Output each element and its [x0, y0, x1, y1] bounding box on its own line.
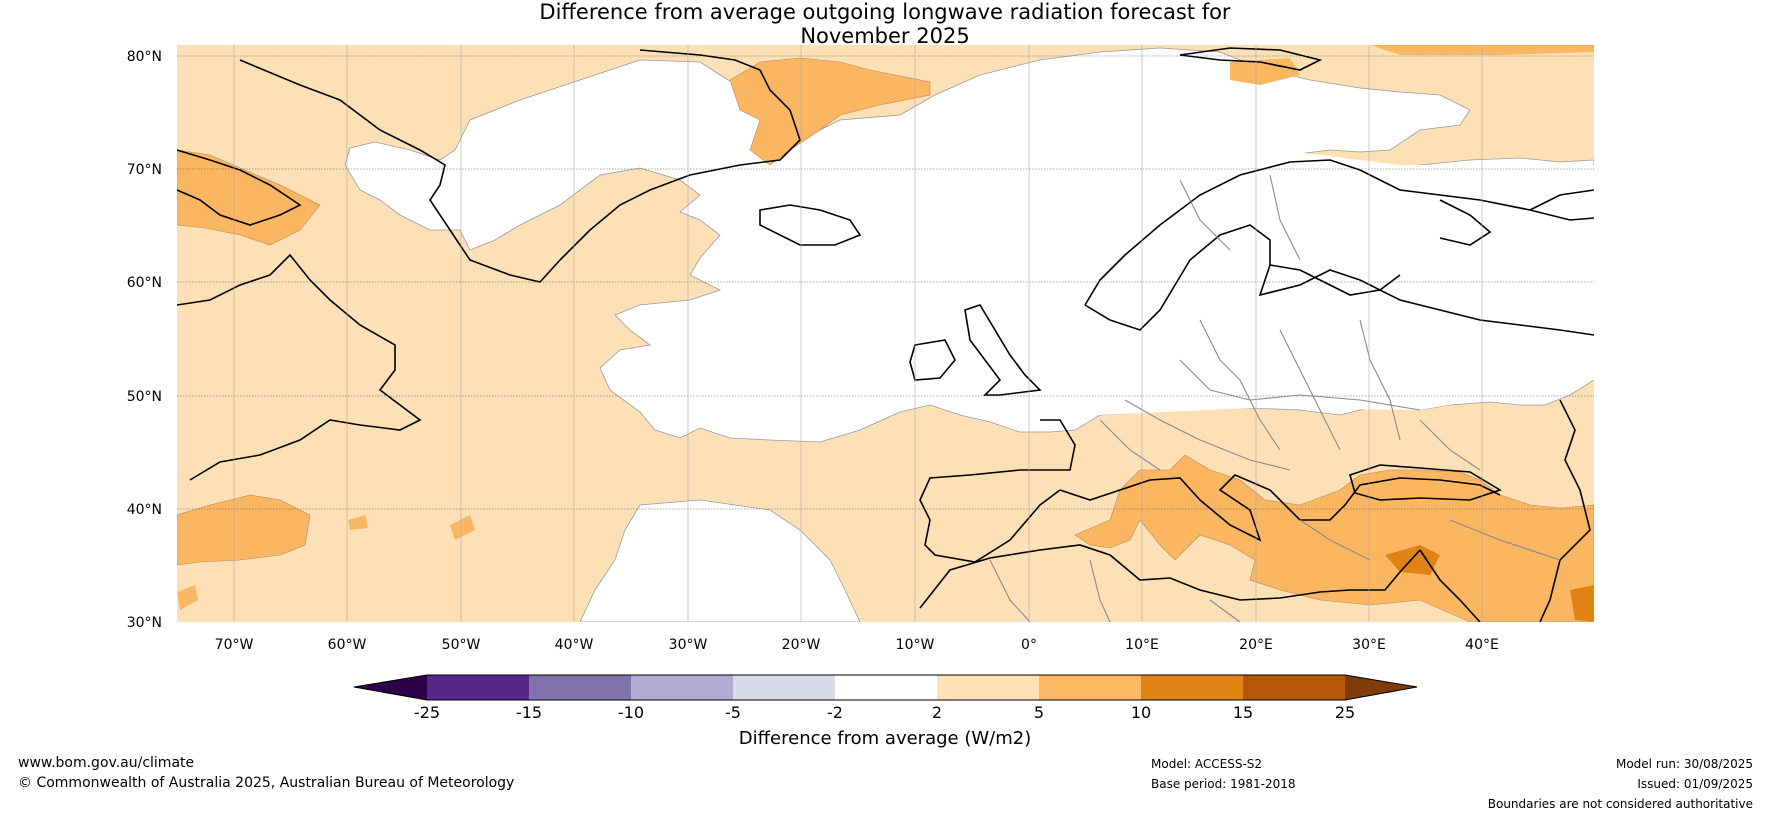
- footer-model: Model: ACCESS-S2: [1151, 757, 1263, 771]
- lon-label: 0°: [1021, 637, 1037, 653]
- lat-label: 40°N: [127, 502, 162, 518]
- coast-baltic: [1269, 264, 1401, 296]
- colorbar-tick: 5: [1034, 703, 1044, 722]
- coast-white-sea: [1439, 199, 1492, 246]
- chart-title: Difference from average outgoing longwav…: [0, 0, 1770, 48]
- lon-label: 30°W: [669, 637, 708, 653]
- footer-url: www.bom.gov.au/climate: [18, 755, 195, 771]
- coast-red-sea: [1419, 549, 1481, 622]
- anomaly-5-10-small-1: [348, 515, 368, 530]
- lon-label: 60°W: [328, 637, 367, 653]
- anomaly-5-10-small-3: [177, 585, 198, 610]
- latitude-labels: 80°N 70°N 60°N 50°N 40°N 30°N: [127, 49, 162, 631]
- colorbar-swatch: [631, 675, 733, 700]
- colorbar-max-arrow: [1345, 675, 1417, 700]
- anomaly-15-25-arabia: [1570, 585, 1594, 622]
- footer-base-period: Base period: 1981-2018: [1151, 777, 1296, 791]
- colorbar-swatch: [1141, 675, 1243, 700]
- lon-label: 20°E: [1239, 637, 1273, 653]
- colorbar-swatch: [733, 675, 835, 700]
- meridians: [233, 45, 1483, 622]
- colorbar-tick: -25: [414, 703, 440, 722]
- lon-label: 10°W: [896, 637, 935, 653]
- lat-label: 80°N: [127, 49, 162, 65]
- colorbar-swatch: [427, 675, 529, 700]
- colorbar-tick: 25: [1335, 703, 1355, 722]
- coast-baffin: [177, 149, 302, 226]
- longitude-labels: 70°W 60°W 50°W 40°W 30°W 20°W 10°W 0° 10…: [215, 637, 1499, 653]
- title-line-1: Difference from average outgoing longwav…: [539, 0, 1231, 24]
- colorbar-title: Difference from average (W/m2): [738, 728, 1032, 749]
- coast-iceland: [759, 204, 862, 246]
- footer-disclaimer: Boundaries are not considered authoritat…: [1487, 797, 1753, 811]
- coast-ireland: [909, 339, 956, 381]
- coast-britain: [964, 304, 1042, 396]
- coast-north-africa: [919, 544, 1421, 609]
- country-borders: [989, 174, 1561, 622]
- lon-label: 40°E: [1465, 637, 1499, 653]
- colorbar-swatch: [937, 675, 1039, 700]
- colorbar-swatch: [1039, 675, 1141, 700]
- coast-france-med: [1059, 474, 1501, 542]
- anomaly-5-10-atlantic-west: [177, 494, 311, 566]
- lon-label: 10°E: [1125, 637, 1159, 653]
- colorbar-swatch: [835, 675, 937, 700]
- anomaly-5-10-mediterranean: [1074, 454, 1594, 622]
- coast-svalbard: [1179, 47, 1323, 71]
- footer-model-run: Model run: 30/08/2025: [1615, 757, 1753, 771]
- map-area: [177, 45, 1594, 622]
- coast-greenland: [239, 49, 801, 283]
- footer-issued: Issued: 01/09/2025: [1637, 777, 1753, 791]
- coastlines: [177, 47, 1594, 622]
- anomaly-15-25-levant: [1385, 545, 1440, 575]
- lat-label: 30°N: [127, 615, 162, 631]
- coast-norway: [1084, 159, 1594, 306]
- coast-russia-north: [1529, 189, 1594, 211]
- anomaly-5-10-svalbard: [1230, 58, 1300, 85]
- lon-label: 70°W: [215, 637, 254, 653]
- coast-caspian: [1539, 399, 1591, 622]
- anomaly-5-10-greenland: [729, 57, 931, 166]
- lon-label: 50°W: [442, 637, 481, 653]
- colorbar-tick: 10: [1131, 703, 1151, 722]
- lon-label: 30°E: [1352, 637, 1386, 653]
- colorbar-tick: -15: [516, 703, 542, 722]
- footer-copyright: © Commonwealth of Australia 2025, Austra…: [18, 775, 515, 791]
- coast-labrador: [177, 253, 422, 481]
- colorbar-tick: -5: [725, 703, 741, 722]
- title-line-2: November 2025: [800, 24, 970, 48]
- lat-label: 70°N: [127, 162, 162, 178]
- colorbar-tick: 15: [1233, 703, 1253, 722]
- coast-black-sea: [1349, 464, 1502, 501]
- coast-europe-west: [919, 419, 1076, 563]
- colorbar-outline: [353, 674, 1418, 701]
- anomaly-5-10-small-2: [450, 515, 475, 540]
- colorbar-tick: -2: [827, 703, 843, 722]
- colorbar-min-arrow: [354, 675, 427, 700]
- colorbar-swatch: [1243, 675, 1345, 700]
- lon-label: 40°W: [555, 637, 594, 653]
- colorbar: -25 -15 -10 -5 -2 2 5 10 15 25: [353, 674, 1418, 722]
- coast-scandinavia-south: [1084, 224, 1594, 336]
- lat-label: 50°N: [127, 389, 162, 405]
- anomaly-5-10-baffin: [177, 149, 321, 246]
- colorbar-tick: 2: [932, 703, 942, 722]
- colorbar-swatch: [529, 675, 631, 700]
- lat-label: 60°N: [127, 275, 162, 291]
- anomaly-neutral-south: [579, 499, 861, 622]
- lon-label: 20°W: [782, 637, 821, 653]
- colorbar-tick: -10: [618, 703, 644, 722]
- graticule: [177, 55, 1594, 510]
